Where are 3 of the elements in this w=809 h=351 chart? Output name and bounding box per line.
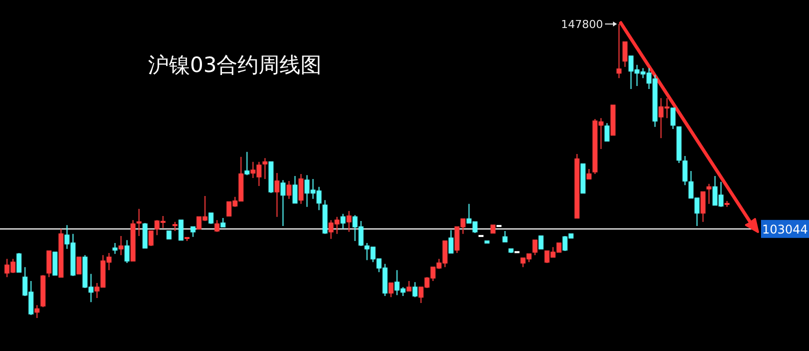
text: 沪镍03合约周线图: [148, 53, 322, 77]
text: 103044: [762, 222, 808, 236]
annotation: 147800: [561, 18, 603, 31]
